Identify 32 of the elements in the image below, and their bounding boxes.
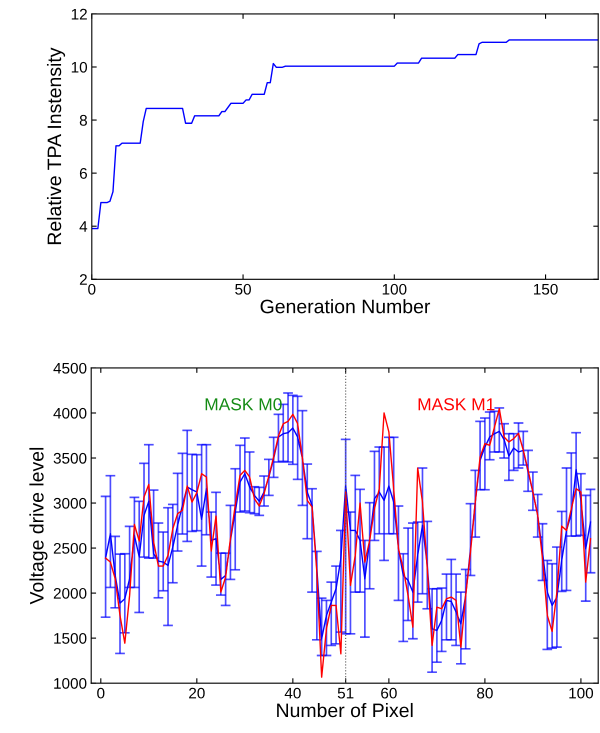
y-tick-label: 8 bbox=[80, 114, 87, 126]
y-tick-label: 1000 bbox=[54, 678, 86, 689]
x-tick-label: 150 bbox=[534, 284, 558, 295]
x-tick-label: 80 bbox=[477, 688, 493, 699]
x-tick-label: 60 bbox=[381, 688, 397, 699]
y-tick-label: 1500 bbox=[54, 632, 86, 644]
y-tick-label: 4 bbox=[79, 221, 88, 232]
y-tick-label: 3500 bbox=[54, 452, 86, 464]
y-tick-label: 12 bbox=[72, 8, 87, 20]
y-tick-label: 2 bbox=[80, 274, 87, 285]
x-tick-label: 20 bbox=[189, 688, 205, 699]
y-tick-label: 10 bbox=[72, 62, 88, 73]
annotation: MASK M0 bbox=[206, 398, 282, 410]
x-axis-title: Number of Pixel bbox=[277, 702, 413, 718]
y-tick-label: 4500 bbox=[53, 362, 86, 374]
x-tick-label: 0 bbox=[97, 688, 104, 699]
y-tick-label: 3000 bbox=[54, 498, 86, 509]
x-tick-label: 100 bbox=[382, 284, 406, 295]
x-tick-label: 50 bbox=[235, 284, 251, 295]
y-tick-label: 2500 bbox=[54, 542, 86, 554]
x-tick-label: 0 bbox=[88, 284, 96, 295]
y-axis-title: Voltage drive level bbox=[29, 448, 48, 604]
y-tick-label: 2000 bbox=[54, 588, 86, 599]
x-axis-title: Generation Number bbox=[260, 299, 430, 314]
x-tick-label: 40 bbox=[284, 688, 301, 699]
y-tick-label: 6 bbox=[80, 168, 87, 179]
annotation: MASK M1 bbox=[418, 398, 494, 410]
x-tick-label: 51 bbox=[338, 688, 354, 699]
y-axis-title: Relative TPA Instensity bbox=[46, 48, 66, 244]
x-tick-label: 100 bbox=[569, 688, 594, 699]
line-series bbox=[92, 39, 598, 230]
y-tick-label: 4000 bbox=[53, 408, 86, 419]
